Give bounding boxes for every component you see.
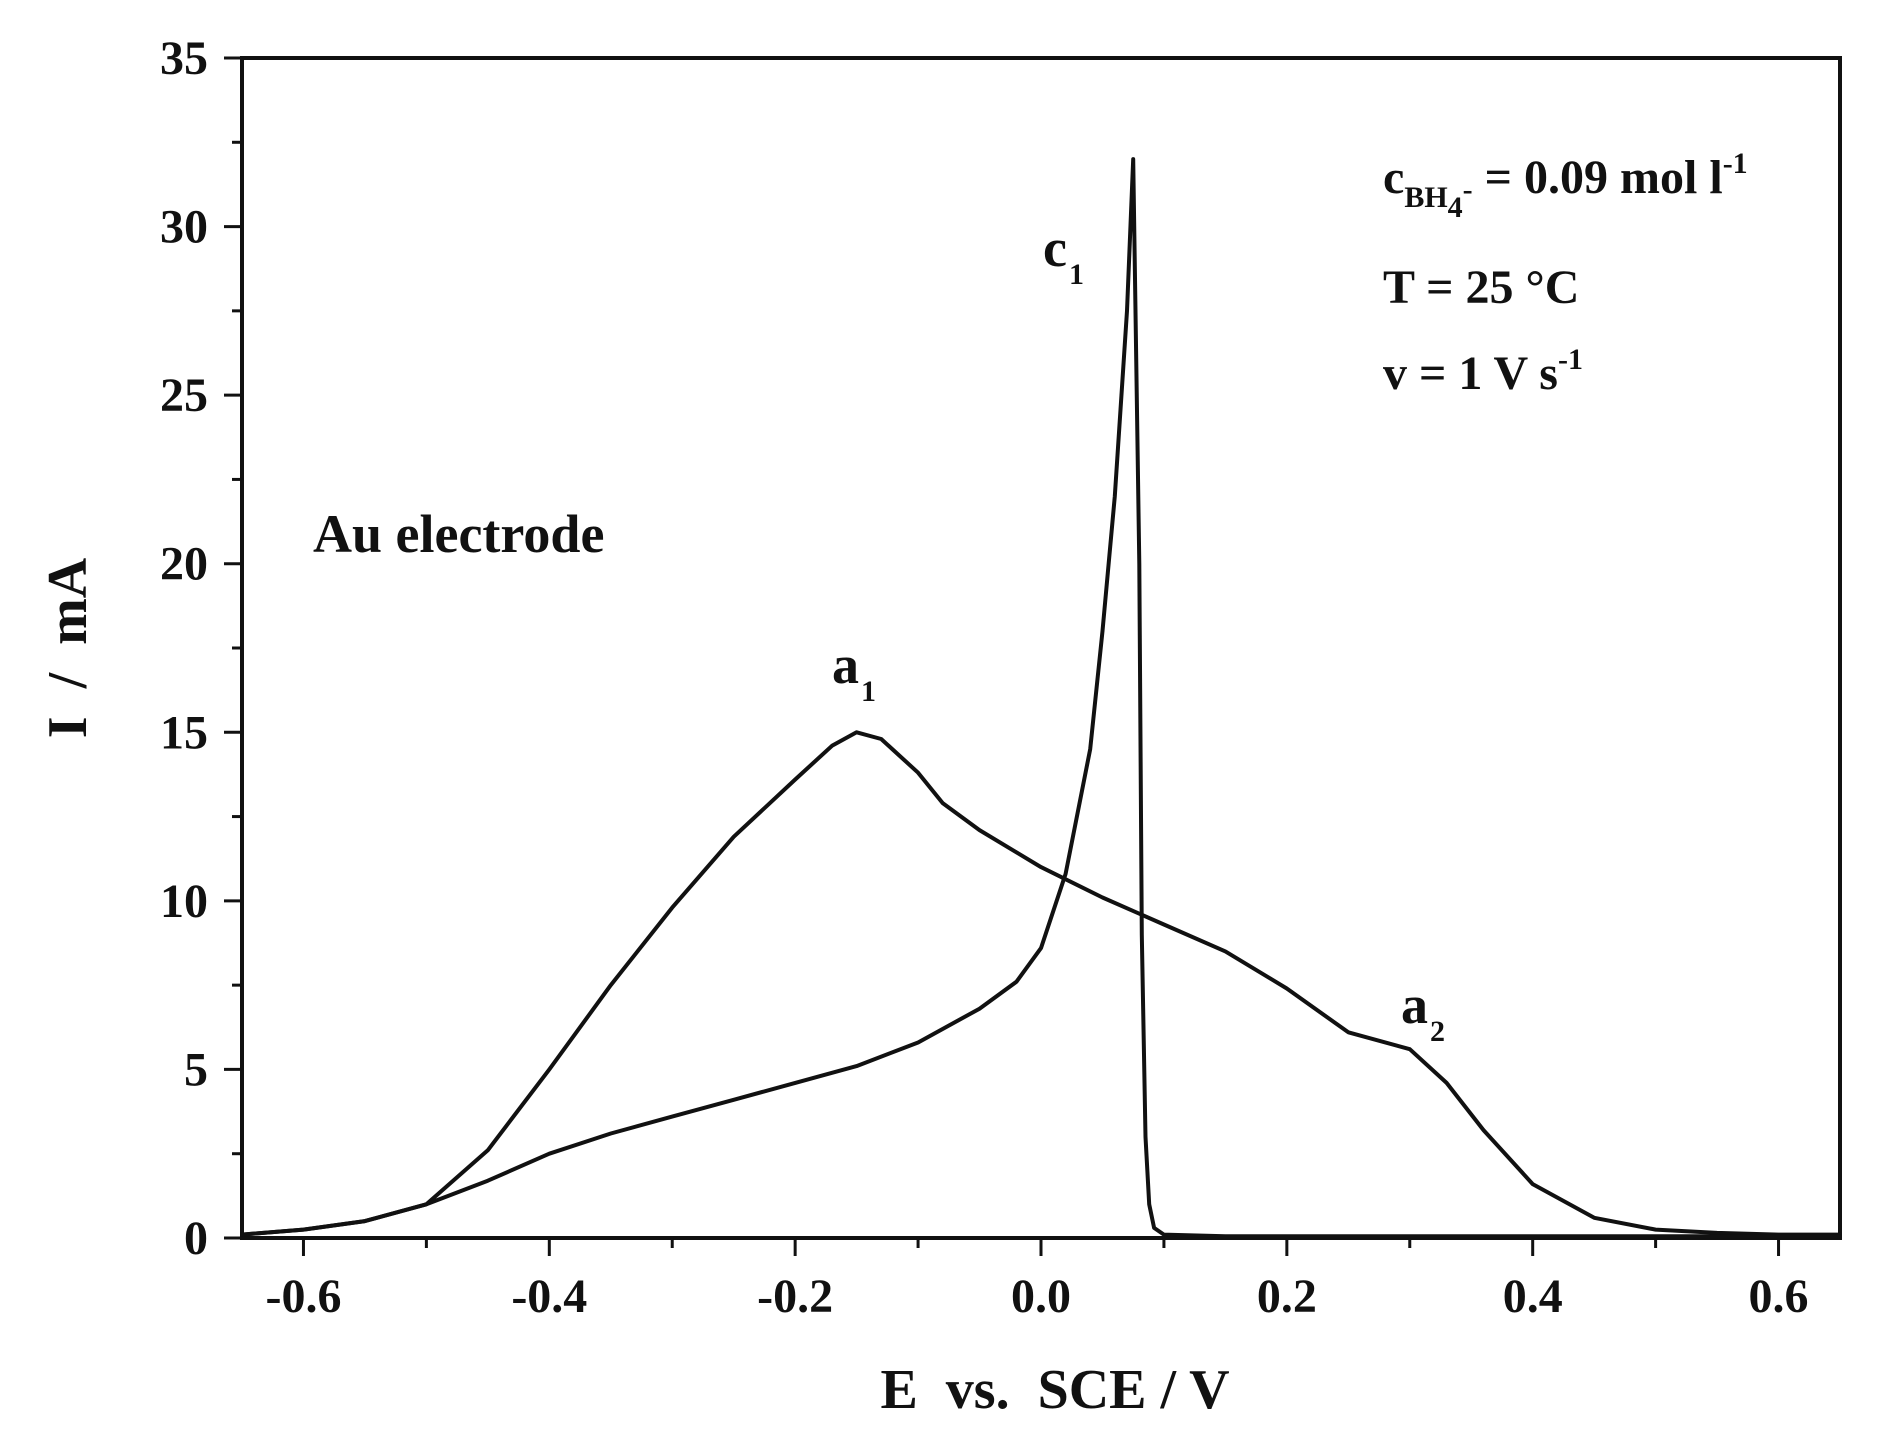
- series-line-1: [240, 730, 1842, 1237]
- x-tick-label: 0.6: [1749, 1270, 1809, 1323]
- peak-a1-base: a: [832, 635, 859, 695]
- peak-label-a2: a2: [1401, 975, 1445, 1048]
- peak-label-c1: c1: [1043, 218, 1084, 291]
- peak-c1-base: c: [1043, 218, 1067, 278]
- y-tick-label: 25: [160, 369, 208, 422]
- y-axis-tick-labels: 0 5 10 15 20 25 30 35: [160, 32, 208, 1265]
- peak-a2-base: a: [1401, 975, 1428, 1035]
- condition-concentration: cBH4- = 0.09 mol l-1: [1383, 147, 1748, 224]
- y-tick-label: 15: [160, 706, 208, 759]
- x-axis-tick-labels: -0.6 -0.4 -0.2 0.0 0.2 0.4 0.6: [265, 1270, 1808, 1323]
- concentration-subscript: BH: [1404, 181, 1447, 214]
- peak-c1-sub: 1: [1069, 258, 1084, 291]
- concentration-subscript-charge: -: [1463, 173, 1473, 206]
- series-line-2: [240, 157, 1842, 1239]
- y-tick-label: 0: [184, 1212, 208, 1265]
- x-tick-label: -0.6: [265, 1270, 341, 1323]
- series-group: [240, 157, 1842, 1239]
- x-axis-title: E vs. SCE / V: [880, 1359, 1229, 1421]
- plot-frame: [240, 56, 1842, 1240]
- x-tick-label: -0.4: [511, 1270, 587, 1323]
- concentration-unit-exponent: -1: [1723, 147, 1748, 180]
- concentration-symbol: c: [1383, 151, 1404, 204]
- peak-label-a1: a1: [832, 635, 876, 708]
- x-tick-label: 0.0: [1011, 1270, 1071, 1323]
- peak-a2-sub: 2: [1430, 1015, 1445, 1048]
- x-tick-label: -0.2: [757, 1270, 833, 1323]
- condition-scan-rate: v = 1 V s-1: [1383, 343, 1583, 400]
- condition-temperature: T = 25 °C: [1383, 261, 1579, 314]
- scan-rate-exponent: -1: [1558, 343, 1583, 376]
- x-tick-label: 0.4: [1503, 1270, 1563, 1323]
- y-axis-title: I / mA: [37, 557, 99, 738]
- y-tick-label: 10: [160, 875, 208, 928]
- y-axis-ticks: [224, 56, 242, 1240]
- y-tick-label: 5: [184, 1043, 208, 1096]
- concentration-subscript-index: 4: [1448, 191, 1463, 224]
- concentration-value: = 0.09 mol l: [1473, 151, 1723, 204]
- scan-rate-value: v = 1 V s: [1383, 347, 1558, 400]
- electrode-label: Au electrode: [313, 504, 604, 564]
- peak-a1-sub: 1: [861, 675, 876, 708]
- y-tick-label: 35: [160, 32, 208, 85]
- x-tick-label: 0.2: [1257, 1270, 1317, 1323]
- y-tick-label: 20: [160, 538, 208, 591]
- y-tick-label: 30: [160, 201, 208, 254]
- x-axis-ticks: [301, 1238, 1781, 1256]
